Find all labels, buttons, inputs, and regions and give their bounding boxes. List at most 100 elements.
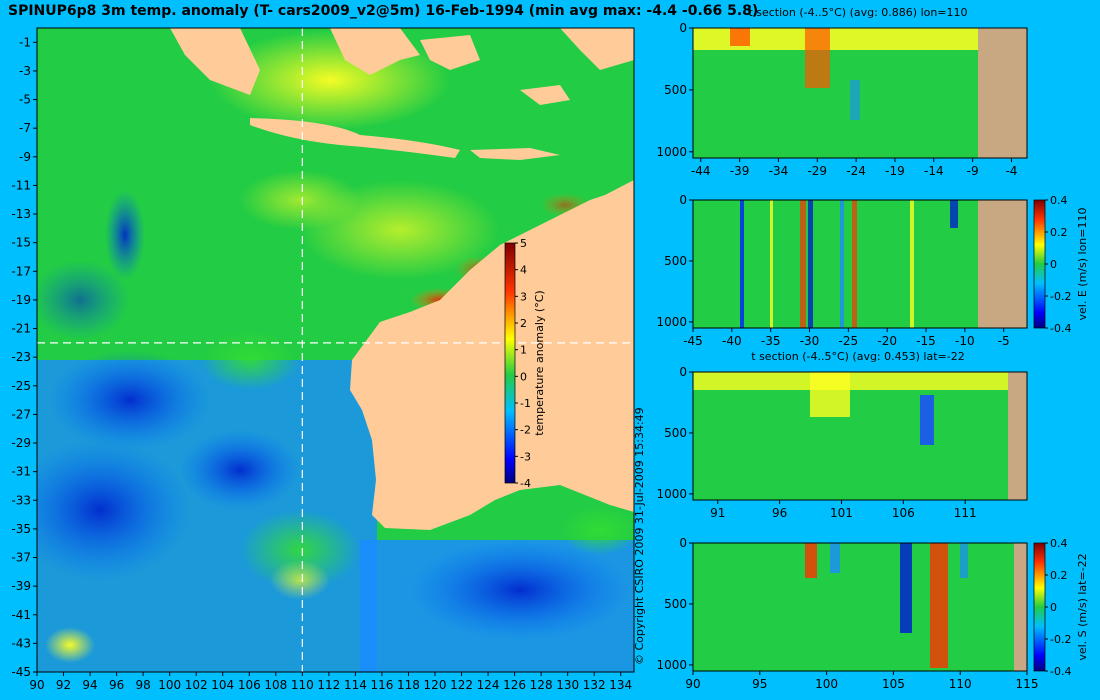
panel-x-tick-label: 100 bbox=[815, 677, 838, 691]
map-x-tick-label: 90 bbox=[29, 678, 44, 692]
panel2-x-axis: -45 -40 -35 -30 -25 -20 -15 -10 -5 bbox=[683, 328, 1010, 348]
panel-colorbar-tick-label: 0.4 bbox=[1050, 537, 1068, 550]
panel4-colorbar-label: vel. S (m/s) lat=-22 bbox=[1076, 553, 1089, 660]
map-x-tick-label: 116 bbox=[370, 678, 393, 692]
map-y-tick-label: -11 bbox=[11, 178, 31, 192]
panel3-plot-area bbox=[693, 372, 1027, 500]
panel4-plot-area bbox=[693, 543, 1027, 671]
map-x-tick-label: 104 bbox=[211, 678, 234, 692]
map-x-tick-label: 122 bbox=[450, 678, 473, 692]
panel2-colorbar-ticks: 0.4 0.2 0 -0.2 -0.4 bbox=[1045, 194, 1071, 335]
panel1-warm-patch bbox=[805, 28, 830, 88]
panel4-colorbar bbox=[1033, 542, 1046, 672]
map-cold-eddy bbox=[37, 260, 130, 340]
panel2-jet-stripe bbox=[770, 200, 773, 328]
map-y-tick-label: -7 bbox=[19, 121, 31, 135]
map-y-tick-label: -27 bbox=[11, 407, 31, 421]
map-y-tick-label: -5 bbox=[19, 93, 31, 107]
map-colorbar-tick-label: -1 bbox=[520, 397, 531, 410]
map-land bbox=[520, 85, 570, 105]
map-warm-water bbox=[240, 170, 360, 230]
panel-y-tick-label: 1000 bbox=[656, 658, 687, 672]
panel2-frame bbox=[692, 199, 1028, 329]
panel-x-tick-label: 106 bbox=[892, 506, 915, 520]
panel-x-tick-label: -34 bbox=[769, 164, 789, 178]
panel2-jet-stripe bbox=[808, 200, 813, 328]
map-y-tick-label: -21 bbox=[11, 322, 31, 336]
panel-x-tick-label: -25 bbox=[839, 334, 859, 348]
panel-y-tick-label: 500 bbox=[664, 254, 687, 268]
map-colorbar-tick-label: 0 bbox=[520, 370, 527, 383]
map-colorbar-label: temperature anomaly (°C) bbox=[533, 290, 546, 435]
map-y-tick-label: -23 bbox=[11, 350, 31, 364]
panel3-surface-warm-layer bbox=[693, 372, 1008, 390]
map-y-tick-label: -41 bbox=[11, 608, 31, 622]
panel-x-tick-label: -19 bbox=[885, 164, 905, 178]
panel-x-tick-label: -9 bbox=[967, 164, 979, 178]
map-x-tick-label: 124 bbox=[477, 678, 500, 692]
panel3-frame bbox=[692, 371, 1028, 501]
panel-x-tick-label: 110 bbox=[949, 677, 972, 691]
map-y-tick-label: -39 bbox=[11, 579, 31, 593]
panel2-plot-area bbox=[693, 200, 1027, 328]
t-section-lat-22-panel: t section (-4..5°C) (avg: 0.453) lat=-22… bbox=[656, 350, 1028, 520]
map-colorbar-tick-label: 1 bbox=[520, 344, 527, 357]
map-colorbar-tick-label: 5 bbox=[520, 237, 527, 250]
temperature-anomaly-map: -1-3-5-7-9-11-13-15-17-19-21-23-25-27-29… bbox=[11, 27, 635, 692]
map-x-tick-label: 114 bbox=[344, 678, 367, 692]
map-x-tick-label: 128 bbox=[530, 678, 553, 692]
panel-colorbar-tick-label: -0.4 bbox=[1050, 665, 1071, 678]
panel1-cold-patch bbox=[850, 80, 860, 120]
map-cold-eddy bbox=[180, 430, 300, 510]
map-cold-eddy bbox=[410, 540, 630, 640]
panel-colorbar-tick-label: 0.2 bbox=[1050, 226, 1068, 239]
map-y-tick-label: -35 bbox=[11, 522, 31, 536]
map-colorbar-tick-label: -2 bbox=[520, 424, 531, 437]
panel2-jet-stripe bbox=[800, 200, 806, 328]
panel2-land bbox=[978, 200, 1027, 328]
panel3-y-axis: 0 500 1000 bbox=[656, 365, 693, 501]
panel-colorbar-tick-label: 0 bbox=[1050, 258, 1057, 271]
map-warm-water bbox=[270, 560, 330, 600]
panel-x-tick-label: -15 bbox=[916, 334, 936, 348]
panel3-land bbox=[1008, 372, 1027, 500]
panel-x-tick-label: -39 bbox=[730, 164, 750, 178]
map-x-tick-label: 100 bbox=[158, 678, 181, 692]
panel-x-tick-label: -5 bbox=[998, 334, 1010, 348]
panel-y-tick-label: 1000 bbox=[656, 487, 687, 501]
panel-x-tick-label: -20 bbox=[877, 334, 897, 348]
map-colorbar: 5 4 3 2 1 0 -1 -2 -3 -4 temperature anomaly (°C) bbox=[504, 237, 546, 490]
map-y-tick-label: -31 bbox=[11, 465, 31, 479]
map-x-tick-label: 118 bbox=[397, 678, 420, 692]
map-frame bbox=[36, 27, 635, 673]
map-eddy bbox=[240, 510, 360, 590]
panel-y-tick-label: 1000 bbox=[656, 315, 687, 329]
map-colorbar-gradient bbox=[504, 242, 516, 484]
map-x-tick-label: 130 bbox=[556, 678, 579, 692]
map-x-tick-label: 126 bbox=[503, 678, 526, 692]
map-cold-eddy bbox=[37, 440, 190, 580]
panel-y-tick-label: 500 bbox=[664, 83, 687, 97]
map-x-axis: 90 92 94 96 98 100 102 104 106 108 110 112 114 116 118… bbox=[29, 672, 632, 692]
panel-x-tick-label: 115 bbox=[1016, 677, 1039, 691]
panel1-frame bbox=[692, 27, 1028, 159]
panel-x-tick-label: -44 bbox=[691, 164, 711, 178]
map-x-tick-label: 132 bbox=[583, 678, 606, 692]
map-y-tick-label: -9 bbox=[19, 150, 31, 164]
panel4-jet-stripe bbox=[930, 543, 948, 668]
map-y-tick-label: -3 bbox=[19, 64, 31, 78]
panel-colorbar-tick-label: 0 bbox=[1050, 601, 1057, 614]
panel-x-tick-label: 95 bbox=[752, 677, 767, 691]
panel1-x-axis: -44 -39 -34 -29 -24 -19 -14 -9 -4 bbox=[691, 158, 1017, 178]
panel4-jet-stripe bbox=[960, 543, 968, 578]
map-colorbar-tick-label: 3 bbox=[520, 290, 527, 303]
map-land bbox=[560, 28, 634, 70]
panel4-frame bbox=[692, 542, 1028, 672]
panel2-y-axis: 0 500 1000 bbox=[656, 193, 693, 329]
panel4-jet-stripe bbox=[900, 543, 912, 633]
map-y-tick-label: -15 bbox=[11, 236, 31, 250]
panel-x-tick-label: -24 bbox=[846, 164, 866, 178]
page-title: SPINUP6p8 3m temp. anomaly (T- cars2009_… bbox=[8, 3, 759, 19]
panel-x-tick-label: 105 bbox=[882, 677, 905, 691]
